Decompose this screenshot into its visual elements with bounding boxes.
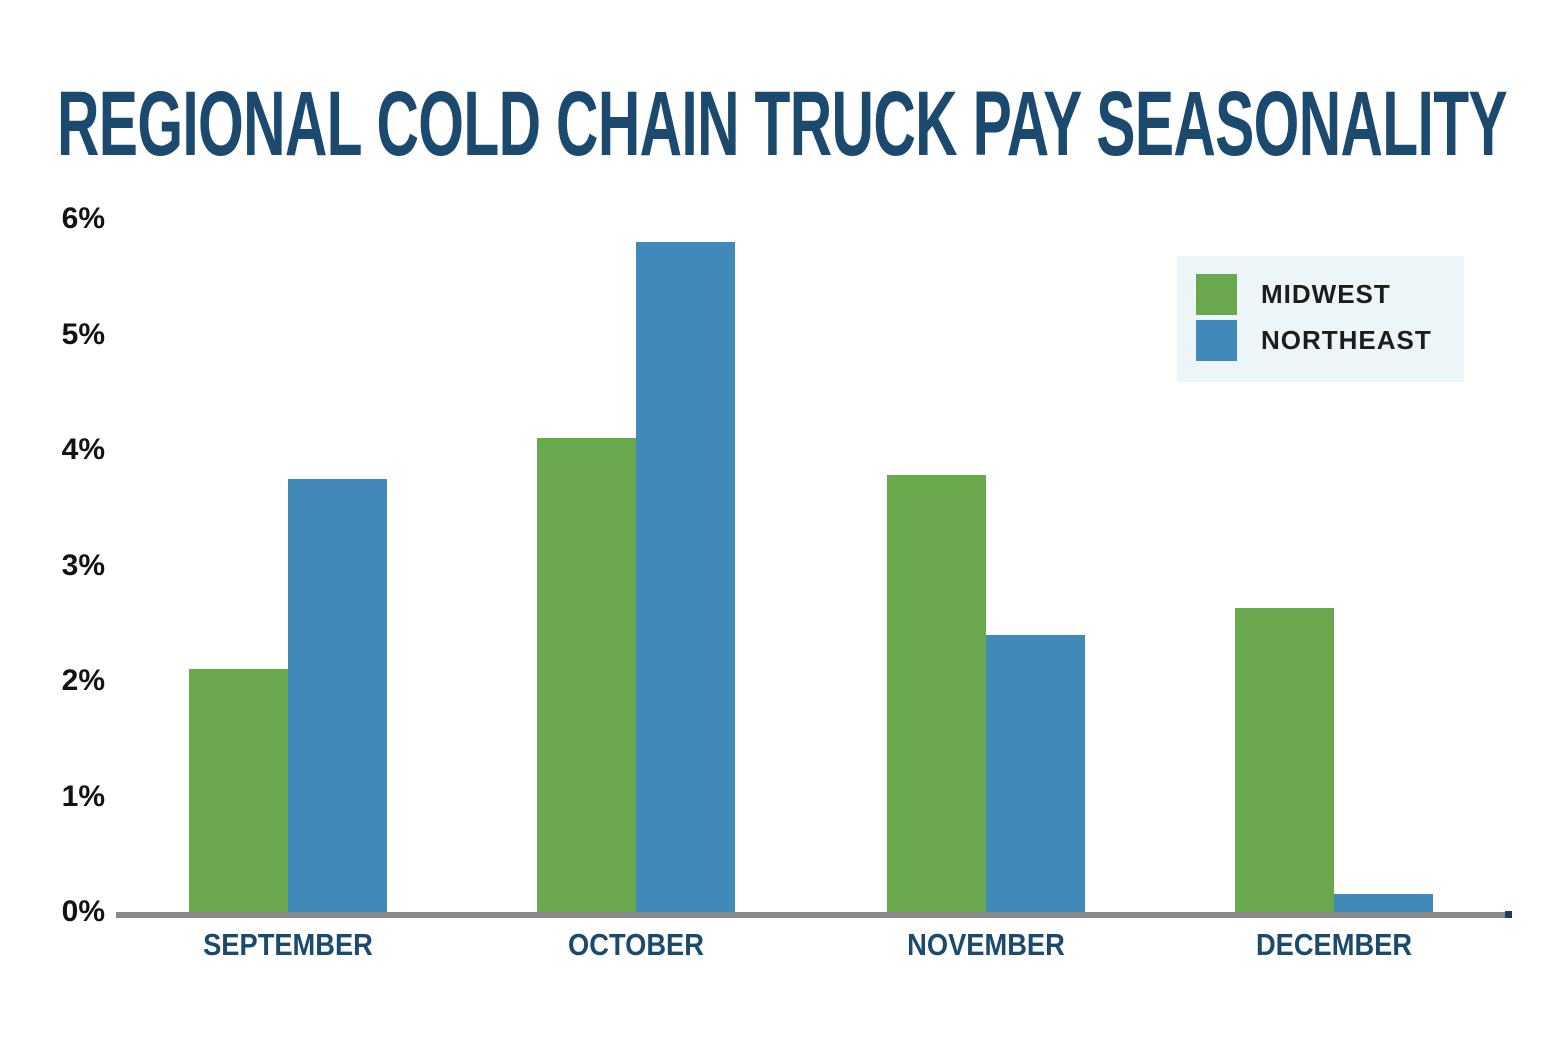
midwest-swatch-icon	[1196, 274, 1237, 315]
bar-northeast-september	[288, 478, 387, 912]
bar-midwest-november	[887, 475, 986, 912]
bar-midwest-october	[537, 438, 636, 912]
y-tick-label-1: 1%	[61, 779, 105, 813]
category-label-december: DECEMBER	[1255, 927, 1413, 962]
legend-row-midwest: MIDWEST	[1196, 274, 1464, 315]
y-tick-label-5: 5%	[61, 317, 105, 351]
legend: MIDWEST NORTHEAST	[1177, 256, 1464, 382]
y-tick-label-2: 2%	[61, 664, 105, 697]
legend-row-northeast: NORTHEAST	[1196, 320, 1464, 361]
x-axis-end-cap	[1505, 911, 1512, 918]
category-label-november: NOVEMBER	[907, 927, 1065, 962]
y-tick-label-4: 4%	[61, 433, 105, 466]
legend-label-midwest: MIDWEST	[1261, 279, 1391, 309]
y-tick-label-3: 3%	[61, 548, 105, 582]
northeast-swatch-icon	[1196, 320, 1237, 361]
bar-midwest-september	[189, 669, 288, 912]
bar-midwest-december	[1235, 608, 1334, 912]
legend-label-northeast: NORTHEAST	[1261, 325, 1432, 355]
x-axis-line	[116, 912, 1510, 918]
bar-northeast-december	[1334, 893, 1433, 912]
y-tick-label-6: 6%	[61, 202, 105, 235]
category-label-october: OCTOBER	[568, 927, 704, 962]
chart-title: REGIONAL COLD CHAIN TRUCK PAY SEASONALIT…	[57, 73, 1508, 175]
bar-northeast-october	[636, 242, 735, 912]
bar-northeast-november	[986, 634, 1085, 912]
category-label-september: SEPTEMBER	[203, 927, 373, 962]
y-tick-label-0: 0%	[61, 895, 105, 928]
